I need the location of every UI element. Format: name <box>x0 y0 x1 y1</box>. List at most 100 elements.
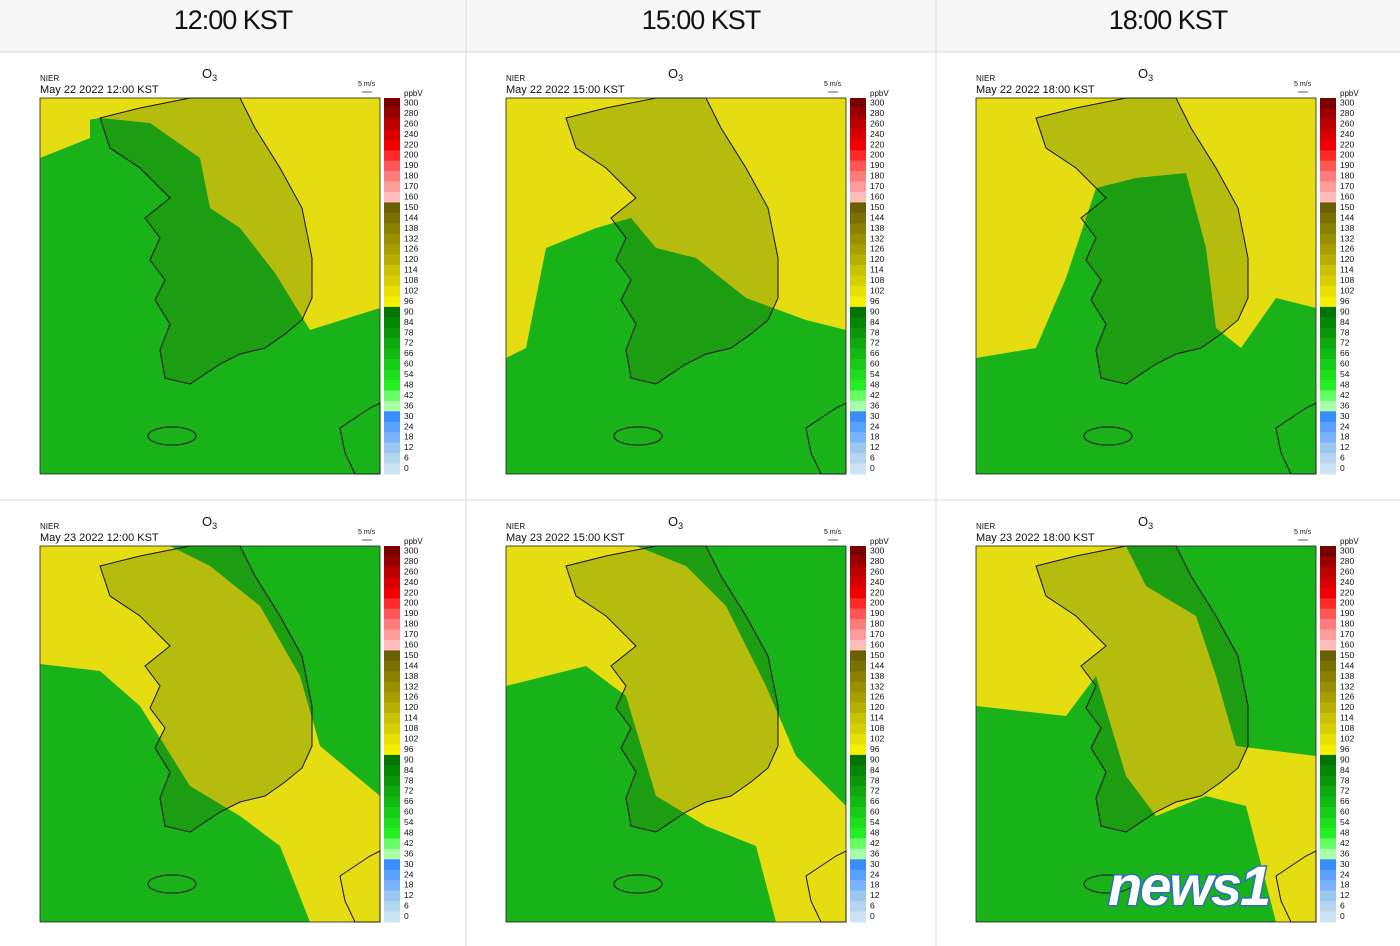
colorbar-label: 190 <box>870 160 884 170</box>
colorbar-cell <box>1320 181 1336 193</box>
colorbar-cell <box>384 421 400 433</box>
colorbar-cell <box>1320 244 1336 255</box>
land-outline <box>1035 545 1249 833</box>
colorbar-cell <box>850 275 866 287</box>
colorbar-cell <box>384 463 400 475</box>
colorbar-cell <box>850 202 866 214</box>
colorbar-label: 114 <box>1340 713 1354 723</box>
ozone-area <box>506 546 846 922</box>
wind-scale: 5 m/s <box>358 529 376 536</box>
colorbar-label: 126 <box>870 692 884 702</box>
colorbar-cell <box>850 317 866 329</box>
map-frame <box>505 97 847 475</box>
colorbar-label: 126 <box>1340 692 1354 702</box>
colorbar-cell <box>1320 150 1336 161</box>
colorbar-label: 48 <box>404 379 414 389</box>
colorbar-label: 300 <box>870 97 884 107</box>
colorbar-cell <box>1320 233 1336 245</box>
colorbar-label: 0 <box>870 911 875 921</box>
colorbar-cell <box>850 181 866 193</box>
colorbar-cell <box>384 432 400 443</box>
ozone-area <box>40 98 380 330</box>
colorbar-label: 300 <box>1340 97 1354 107</box>
colorbar-cell <box>384 681 400 693</box>
colorbar-label: 150 <box>870 202 884 212</box>
colorbar-label: 36 <box>404 400 414 410</box>
colorbar-label: 36 <box>1340 848 1350 858</box>
colorbar-cell <box>850 859 866 871</box>
colorbar-cell <box>384 348 400 360</box>
colorbar-cell <box>1320 608 1336 620</box>
colorbar-label: 190 <box>1340 608 1354 618</box>
colorbar-cell <box>850 901 866 912</box>
timestamp: May 22 2022 18:00 KST <box>976 84 1095 96</box>
colorbar-cell <box>1320 348 1336 360</box>
colorbar-cell <box>384 98 400 109</box>
colorbar-cell <box>1320 254 1336 266</box>
colorbar-label: 200 <box>404 150 418 160</box>
colorbar-cell <box>1320 286 1336 297</box>
colorbar-label: 0 <box>404 463 409 473</box>
colorbar-label: 150 <box>404 202 418 212</box>
title-base: O <box>202 514 212 529</box>
logo: news1 <box>1108 854 1269 917</box>
colorbar-cell <box>850 348 866 360</box>
colorbar-label: 180 <box>870 171 884 181</box>
colorbar-cell <box>384 380 400 391</box>
jeju-outline <box>147 874 197 894</box>
colorbar-cell <box>384 734 400 745</box>
colorbar-cell <box>1320 442 1336 454</box>
colorbar-label: 66 <box>404 796 414 806</box>
jeju-outline <box>1083 426 1133 446</box>
colorbar-cell <box>850 129 866 141</box>
timestamp: May 22 2022 15:00 KST <box>506 84 625 96</box>
colorbar-cell <box>850 880 866 891</box>
colorbar-label: 240 <box>870 577 884 587</box>
unit: ppbV <box>870 89 889 98</box>
agency: NIER <box>506 522 525 531</box>
colorbar-cell <box>384 442 400 454</box>
colorbar-label: 180 <box>404 171 418 181</box>
colorbar-cell <box>1320 577 1336 589</box>
colorbar-cell <box>1320 411 1336 423</box>
colorbar-cell <box>850 587 866 599</box>
colorbar-label: 280 <box>870 108 884 118</box>
map-frame <box>505 545 847 923</box>
colorbar-label: 170 <box>870 629 884 639</box>
colorbar-label: 24 <box>1340 421 1350 431</box>
map <box>39 97 381 475</box>
colorbar-label: 108 <box>1340 723 1354 733</box>
colorbar-label: 12 <box>404 442 414 452</box>
colorbar-label: 24 <box>1340 869 1350 879</box>
colorbar-label: 126 <box>404 244 418 254</box>
colorbar-label: 78 <box>870 327 880 337</box>
colorbar-cell <box>850 400 866 412</box>
colorbar-label: 108 <box>870 723 884 733</box>
colorbar-label: 6 <box>404 901 409 911</box>
colorbar-cell <box>1320 775 1336 787</box>
colorbar-cell <box>384 108 400 120</box>
agency: NIER <box>506 74 525 83</box>
colorbar-label: 138 <box>404 223 418 233</box>
colorbar-label: 200 <box>404 598 418 608</box>
colorbar-label: 150 <box>870 650 884 660</box>
colorbar-cell <box>384 369 400 381</box>
colorbar-cell <box>850 546 866 557</box>
colorbar-cell <box>1320 848 1336 860</box>
colorbar-cell <box>1320 139 1336 151</box>
colorbar-label: 114 <box>1340 265 1354 275</box>
colorbar-cell <box>384 566 400 578</box>
colorbar-cell <box>1320 296 1336 308</box>
colorbar-label: 66 <box>1340 796 1350 806</box>
colorbar-label: 120 <box>404 254 418 264</box>
colorbar-label: 6 <box>404 453 409 463</box>
colorbar-cell <box>384 327 400 339</box>
colorbar-label: 30 <box>404 411 414 421</box>
land-outline <box>565 545 779 833</box>
colorbar-cell <box>850 848 866 860</box>
colorbar-label: 260 <box>1340 118 1354 128</box>
colorbar-label: 170 <box>404 629 418 639</box>
